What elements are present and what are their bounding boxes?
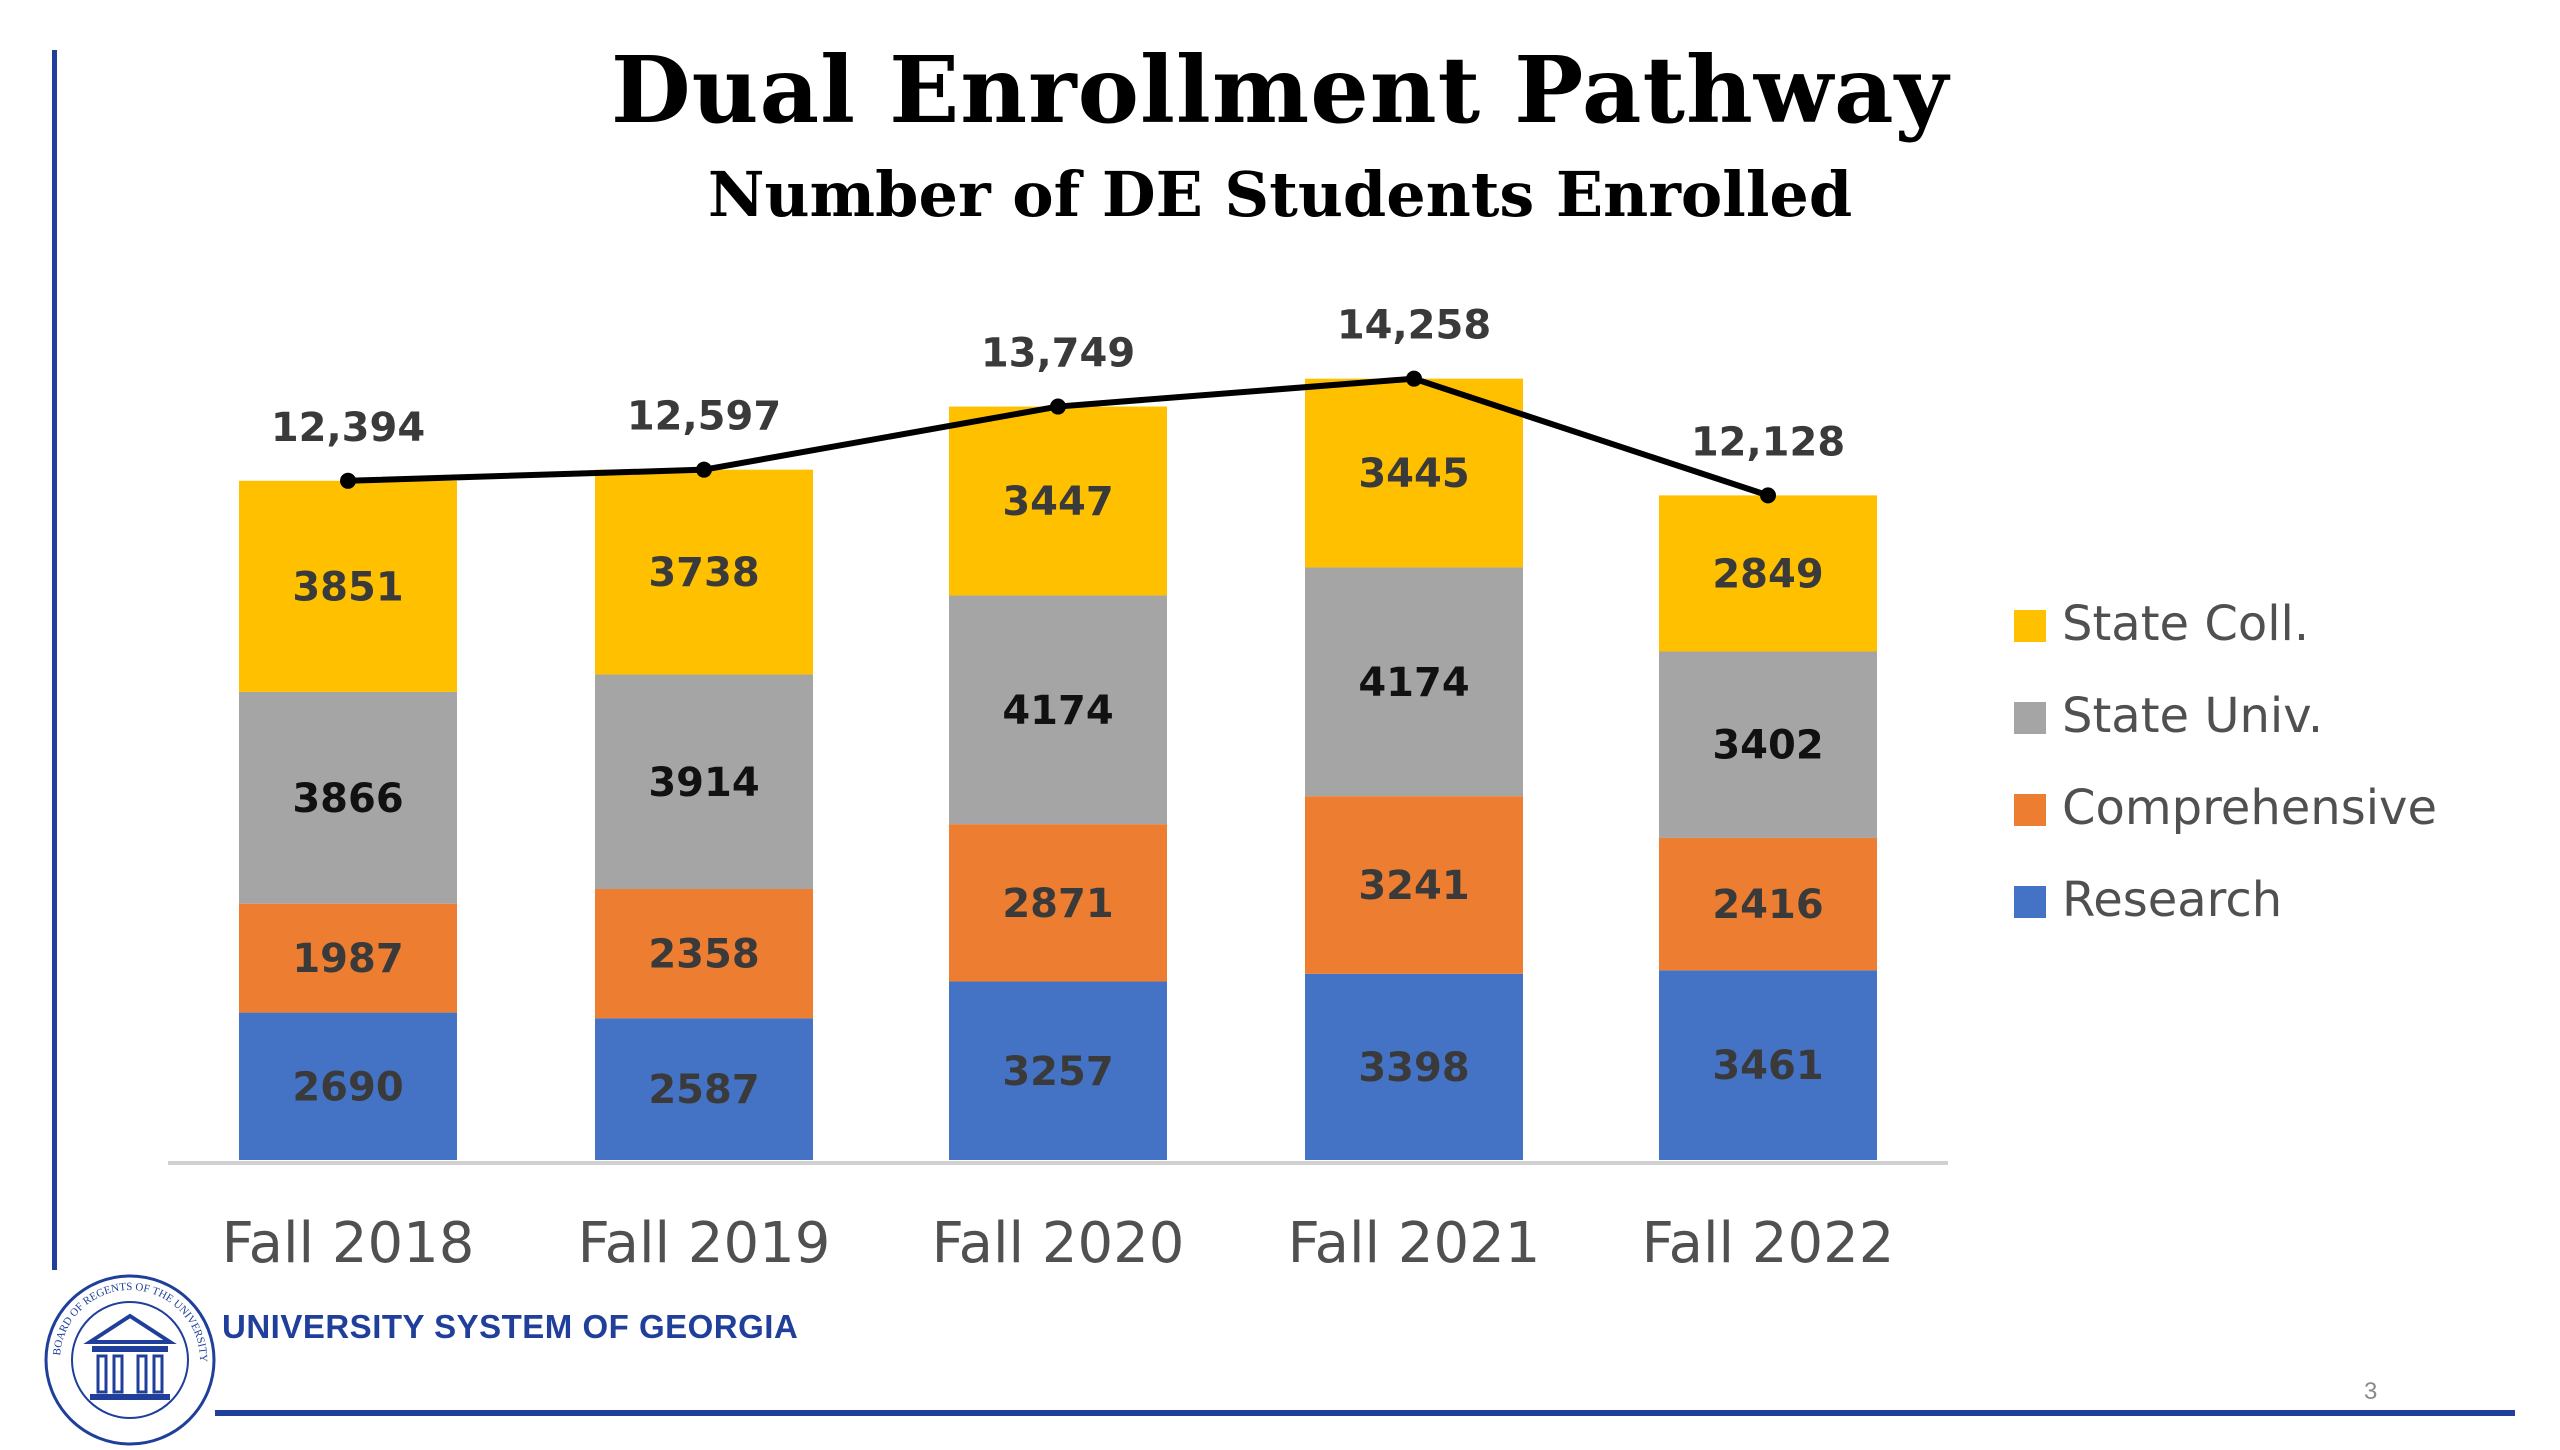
data-label: 3851 [292, 564, 403, 610]
bar-segment [595, 889, 813, 1019]
data-label: 2871 [1002, 881, 1113, 927]
data-label: 3866 [292, 776, 403, 822]
total-label: 12,128 [1691, 419, 1845, 465]
bar-segment [1659, 495, 1877, 652]
data-label: 3402 [1712, 723, 1823, 769]
slide-left-rule [52, 50, 57, 1270]
bar-segment [1305, 378, 1523, 568]
bar-segment [1659, 837, 1877, 971]
bar-segment [595, 469, 813, 675]
legend-swatch [2014, 794, 2046, 826]
data-label: 2358 [648, 932, 759, 978]
data-label: 4174 [1358, 660, 1469, 706]
total-label: 14,258 [1337, 303, 1491, 349]
org-name: UNIVERSITY SYSTEM OF GEORGIA [222, 1308, 799, 1345]
bar-segment [239, 1012, 457, 1160]
data-label: 2690 [292, 1064, 403, 1110]
bar-segment [949, 406, 1167, 596]
data-label: 1987 [292, 936, 403, 982]
totals-point [1760, 487, 1776, 504]
page-number: 3 [2364, 1378, 2378, 1405]
legend-swatch [2014, 702, 2046, 734]
bar-segment [1305, 796, 1523, 974]
bar-segment [595, 1018, 813, 1160]
data-label: 3461 [1712, 1043, 1823, 1089]
x-tick-label: Fall 2018 [222, 1211, 475, 1276]
bar-segment [949, 595, 1167, 825]
legend-label: Comprehensive [2062, 780, 2437, 836]
bar-segment [1305, 567, 1523, 797]
x-tick-label: Fall 2019 [578, 1211, 831, 1276]
bar-segment [239, 691, 457, 904]
totals-point [1406, 370, 1422, 387]
total-label: 12,394 [271, 405, 425, 451]
data-label: 4174 [1002, 688, 1113, 734]
total-label: 12,597 [627, 394, 781, 440]
bar-segment [1305, 973, 1523, 1160]
chart-subtitle: Number of DE Students Enrolled [707, 158, 1853, 231]
data-label: 3447 [1002, 479, 1113, 525]
data-label: 3241 [1358, 863, 1469, 909]
legend-label: State Coll. [2062, 596, 2309, 652]
x-tick-label: Fall 2020 [932, 1211, 1185, 1276]
data-label: 3914 [648, 760, 759, 806]
bar-segment [949, 824, 1167, 982]
data-label: 3738 [648, 550, 759, 596]
data-label: 3445 [1358, 451, 1469, 497]
bar-segment [1659, 970, 1877, 1160]
chart-title: Dual Enrollment Pathway [610, 36, 1950, 144]
data-label: 2849 [1712, 551, 1823, 597]
bar-segment [595, 674, 813, 890]
bottom-rule [215, 1410, 2515, 1416]
legend-swatch [2014, 610, 2046, 642]
data-label: 3398 [1358, 1045, 1469, 1091]
data-label: 3257 [1002, 1049, 1113, 1095]
totals-point [1050, 398, 1066, 415]
data-label: 2416 [1712, 882, 1823, 928]
legend-swatch [2014, 886, 2046, 918]
usg-seal-logo: BOARD OF REGENTS OF THE UNIVERSITY SYSTE… [40, 1270, 216, 1446]
bar-segment [239, 903, 457, 1013]
legend-label: State Univ. [2062, 688, 2323, 744]
totals-point [340, 472, 356, 489]
total-label: 13,749 [981, 331, 1135, 377]
legend-label: Research [2062, 872, 2282, 928]
totals-point [696, 461, 712, 478]
x-tick-label: Fall 2021 [1288, 1211, 1541, 1276]
bar-segment [239, 480, 457, 692]
bar-segment [1659, 651, 1877, 838]
data-label: 2587 [648, 1067, 759, 1113]
x-tick-label: Fall 2022 [1642, 1211, 1895, 1276]
bar-segment [949, 981, 1167, 1160]
